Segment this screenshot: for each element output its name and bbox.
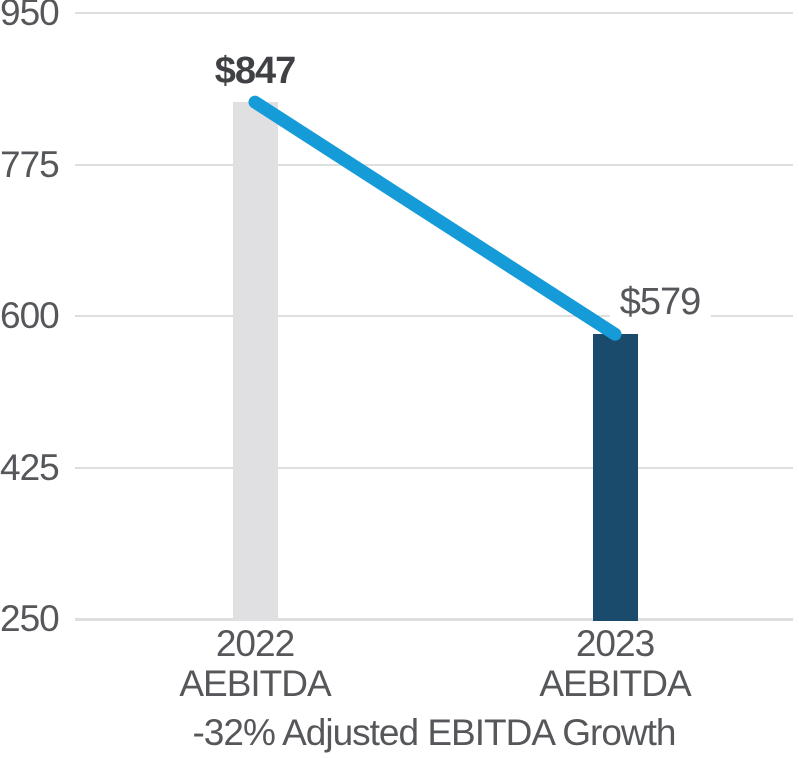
category-label-2022: 2022 AEBITDA — [179, 623, 331, 704]
ytick-label-600: 600 — [0, 295, 60, 336]
trend-line — [248, 95, 622, 341]
bar-2022 — [232, 102, 278, 621]
gridline-600 — [75, 315, 793, 317]
gridline-775 — [75, 163, 793, 166]
gridline-425 — [75, 466, 793, 469]
category-label-line: AEBITDA — [539, 663, 691, 704]
ytick-label-775: 775 — [0, 143, 60, 185]
gridline-250 — [75, 618, 793, 621]
category-label-2023: 2023 AEBITDA — [539, 623, 691, 704]
ytick-label-425: 425 — [0, 446, 60, 488]
category-label-line: AEBITDA — [179, 663, 331, 704]
category-label-line: 2023 — [575, 623, 655, 664]
ytick-label-950: 950 — [0, 0, 60, 33]
value-label-2023: $579 — [609, 281, 711, 324]
chart-caption: -32% Adjusted EBITDA Growth — [192, 712, 676, 753]
category-label-line: 2022 — [215, 623, 295, 664]
bar-2023 — [592, 334, 638, 621]
value-label-2022: $847 — [214, 50, 297, 93]
ytick-label-250: 250 — [0, 598, 60, 639]
gridline-950 — [75, 12, 793, 14]
